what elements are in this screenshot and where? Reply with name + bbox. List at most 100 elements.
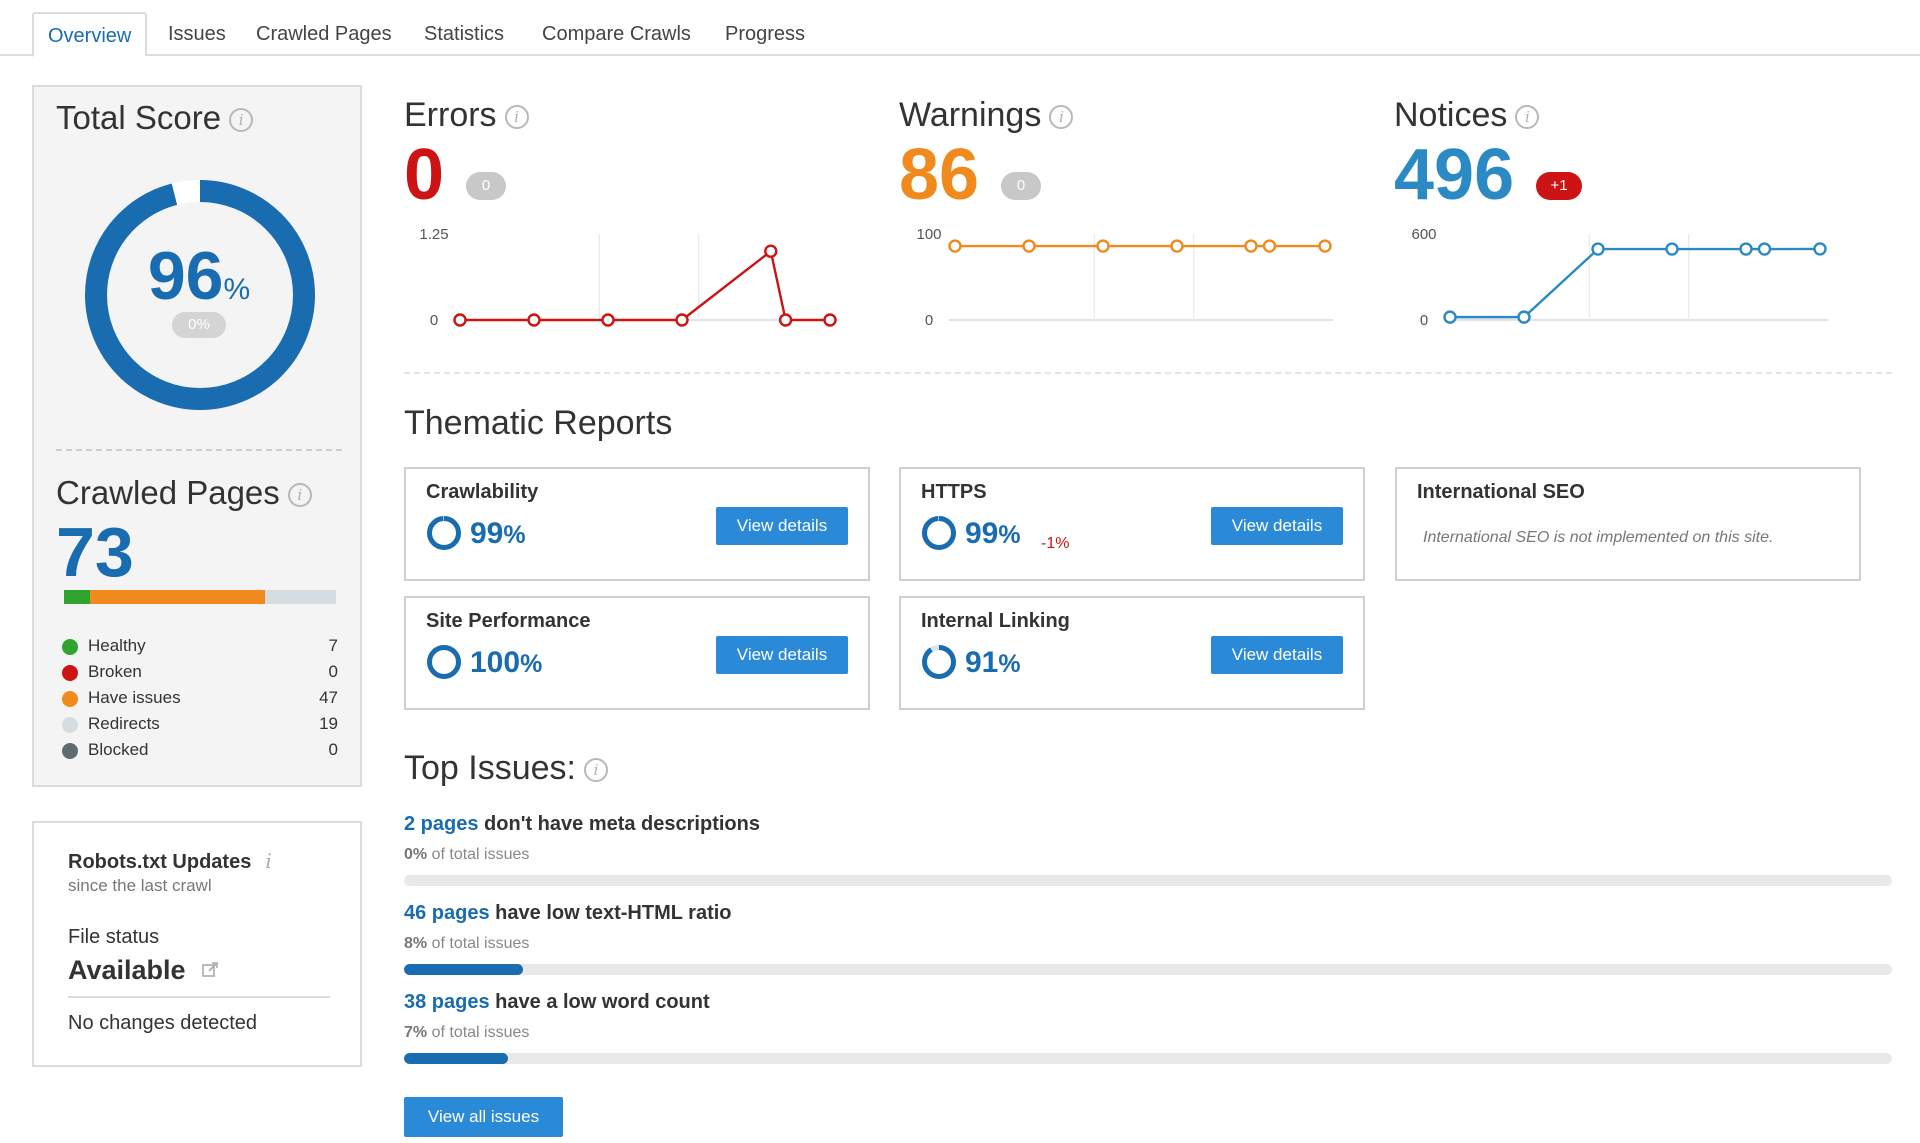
total-score-value: 96% bbox=[34, 237, 364, 315]
report-name[interactable]: Internal Linking bbox=[921, 610, 1070, 632]
data-point[interactable] bbox=[1244, 239, 1258, 253]
legend-item[interactable]: Healthy 7 bbox=[62, 635, 338, 659]
stack-segment-redirects bbox=[265, 590, 336, 604]
report-score-number: 100 bbox=[470, 646, 521, 679]
tab-statistics[interactable]: Statistics bbox=[424, 23, 505, 45]
legend-item[interactable]: Redirects 19 bbox=[62, 713, 338, 737]
info-icon[interactable]: i bbox=[229, 108, 254, 133]
divider bbox=[404, 372, 1892, 374]
data-point[interactable] bbox=[764, 244, 778, 258]
issue-description: have a low word count bbox=[495, 991, 710, 1013]
tab-crawled-pages[interactable]: Crawled Pages bbox=[256, 23, 392, 45]
score-number: 96 bbox=[147, 238, 224, 314]
data-point[interactable] bbox=[1739, 242, 1753, 256]
report-score-unit: % bbox=[520, 650, 543, 678]
data-point[interactable] bbox=[1262, 239, 1277, 253]
data-point[interactable] bbox=[527, 313, 541, 327]
report-score: 99% bbox=[965, 517, 1021, 551]
info-icon[interactable]: i bbox=[287, 483, 312, 508]
data-point[interactable] bbox=[601, 313, 615, 327]
legend-item[interactable]: Blocked 0 bbox=[62, 739, 338, 763]
metric-delta-badge: 0 bbox=[1001, 172, 1041, 200]
data-point[interactable] bbox=[1665, 242, 1679, 256]
legend-label: Broken bbox=[88, 662, 142, 681]
tab-overview[interactable]: Overview bbox=[32, 12, 148, 57]
report-card-internal-linking: Internal Linking 91% View details bbox=[899, 596, 1365, 710]
robots-panel: Robots.txt Updates i since the last crawl… bbox=[32, 821, 362, 1067]
view-details-button[interactable]: View details bbox=[1211, 507, 1343, 545]
issue-share-suffix: of total issues bbox=[431, 846, 530, 863]
issue-count-link[interactable]: 38 pages bbox=[404, 991, 490, 1013]
data-point[interactable] bbox=[1170, 239, 1184, 253]
legend-count: 0 bbox=[328, 662, 338, 681]
view-details-button[interactable]: View details bbox=[716, 507, 848, 545]
robots-title-text: Robots.txt Updates bbox=[68, 851, 252, 873]
metric-value[interactable]: 496 bbox=[1394, 135, 1515, 215]
info-icon[interactable]: i bbox=[1049, 105, 1074, 130]
info-icon[interactable]: i bbox=[583, 758, 608, 783]
crawled-pages-label: Crawled Pages bbox=[56, 474, 280, 511]
score-delta-badge: 0% bbox=[172, 312, 226, 338]
report-name[interactable]: HTTPS bbox=[921, 481, 987, 503]
report-name[interactable]: Site Performance bbox=[426, 610, 591, 632]
info-icon[interactable]: i bbox=[265, 849, 272, 873]
info-icon[interactable]: i bbox=[504, 105, 529, 130]
metric-warnings: Warnings i 86 0 100 0 bbox=[899, 96, 1339, 346]
view-details-button[interactable]: View details bbox=[716, 636, 848, 674]
legend-label: Have issues bbox=[88, 688, 181, 707]
data-point[interactable] bbox=[778, 313, 793, 327]
report-name[interactable]: International SEO bbox=[1417, 481, 1585, 503]
data-point[interactable] bbox=[1022, 239, 1036, 253]
report-name[interactable]: Crawlability bbox=[426, 481, 539, 503]
crawled-pages-bar bbox=[64, 590, 336, 604]
data-point[interactable] bbox=[1318, 239, 1332, 253]
view-details-button[interactable]: View details bbox=[1211, 636, 1343, 674]
robots-subtitle: since the last crawl bbox=[68, 876, 212, 895]
report-score-unit: % bbox=[998, 650, 1021, 678]
metric-title-text: Notices bbox=[1394, 96, 1508, 134]
legend-count: 7 bbox=[328, 636, 338, 655]
report-card-https: HTTPS 99% -1% View details bbox=[899, 467, 1365, 581]
view-all-issues-button[interactable]: View all issues bbox=[404, 1097, 563, 1137]
tab-compare-crawls[interactable]: Compare Crawls bbox=[542, 23, 691, 45]
issue-line: 38 pages have a low word count bbox=[404, 991, 710, 1014]
external-link-icon[interactable] bbox=[201, 961, 219, 979]
tab-progress[interactable]: Progress bbox=[725, 23, 806, 45]
report-score-ring bbox=[427, 516, 461, 550]
issue-count-link[interactable]: 46 pages bbox=[404, 902, 490, 924]
info-icon[interactable]: i bbox=[1515, 105, 1540, 130]
issue-share-suffix: of total issues bbox=[431, 935, 530, 952]
data-point[interactable] bbox=[823, 313, 837, 327]
data-point[interactable] bbox=[1757, 242, 1772, 256]
data-point[interactable] bbox=[675, 313, 689, 327]
report-score-unit: % bbox=[503, 521, 526, 549]
metric-value[interactable]: 0 bbox=[404, 135, 445, 215]
donut-arc bbox=[85, 180, 315, 410]
issue-count-link[interactable]: 2 pages bbox=[404, 813, 479, 835]
legend-count: 47 bbox=[319, 688, 338, 707]
robots-changes: No changes detected bbox=[68, 1012, 258, 1034]
legend-dot-icon bbox=[62, 717, 78, 733]
report-score: 99% bbox=[470, 517, 526, 551]
data-point[interactable] bbox=[1096, 239, 1110, 253]
data-point[interactable] bbox=[1517, 310, 1531, 324]
series-line bbox=[460, 249, 830, 322]
report-score: 91% bbox=[965, 646, 1021, 680]
data-point[interactable] bbox=[1813, 242, 1827, 256]
metric-value[interactable]: 86 bbox=[899, 135, 980, 215]
thematic-reports-title: Thematic Reports bbox=[404, 404, 673, 442]
report-card-crawlability: Crawlability 99% View details bbox=[404, 467, 870, 581]
data-point[interactable] bbox=[1591, 242, 1605, 256]
legend-item[interactable]: Broken 0 bbox=[62, 661, 338, 685]
report-score-ring bbox=[427, 645, 461, 679]
data-point[interactable] bbox=[453, 313, 467, 327]
report-score-number: 99 bbox=[965, 517, 999, 550]
issue-share: 0% of total issues bbox=[404, 846, 529, 864]
legend-item[interactable]: Have issues 47 bbox=[62, 687, 338, 711]
crawled-pages-count[interactable]: 73 bbox=[56, 513, 134, 591]
data-point[interactable] bbox=[1443, 310, 1457, 324]
tab-issues[interactable]: Issues bbox=[168, 23, 226, 45]
data-point[interactable] bbox=[948, 239, 962, 253]
issue-progress-fill bbox=[404, 964, 524, 975]
report-score-number: 91 bbox=[965, 646, 999, 679]
